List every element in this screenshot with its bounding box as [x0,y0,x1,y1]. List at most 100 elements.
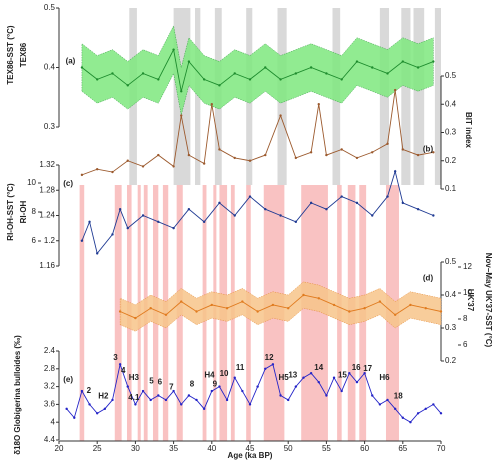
data-point [149,307,152,310]
data-point [202,162,206,165]
x-tick-label: 60 [360,444,369,453]
data-point [325,394,328,397]
data-point [256,385,259,388]
data-point [80,66,84,69]
data-point [401,201,404,205]
y-tick-label: 0.4 [445,290,457,299]
data-point [210,103,213,106]
y-tick-label: 2.4 [44,346,56,355]
data-point [294,220,298,224]
data-point [172,226,175,230]
data-point [386,72,389,75]
data-point [225,307,229,310]
event-label: 8 [190,379,195,388]
event-label: H6 [379,373,390,382]
y2-axis-label: TEX86-SST (°C) [6,25,15,85]
data-point [371,394,374,397]
data-point [218,148,221,151]
data-point [172,48,175,51]
y2-tick-label: 8 [32,207,37,216]
data-point [279,78,282,81]
data-point [256,310,259,313]
y-tick-label: 1.28 [39,185,55,194]
data-point [164,398,168,402]
data-point [187,207,191,211]
data-point [409,421,412,424]
uncertainty-band [81,25,434,116]
data-point [271,363,275,366]
data-point [180,403,183,406]
y-tick-label: 0.2 [445,356,457,365]
data-point [96,412,99,415]
data-point [111,398,114,402]
y2-tick-label: 8 [463,314,468,323]
data-point [233,156,236,160]
y-tick-label: 1.2 [44,236,56,245]
y-tick-label: 0.5 [44,3,56,12]
data-point [309,372,313,375]
data-point [355,201,359,205]
data-point [157,153,160,157]
data-point [332,376,336,379]
data-point [225,398,229,402]
data-point [279,394,282,397]
y2-axis-label: RI-OH-SST (°C) [6,183,15,241]
event-label: 2 [87,386,92,395]
data-point [157,394,160,397]
data-point [393,407,397,411]
data-point [164,313,168,316]
panel-tag: (e) [63,375,73,384]
x-tick-label: 50 [284,444,293,453]
data-point [96,78,99,81]
data-point [172,389,175,393]
y-axis-label: δ18O Globigerina bulloides (‰) [13,335,22,455]
data-point [126,226,129,230]
data-point [118,207,122,211]
data-point [264,66,267,69]
data-point [111,233,114,236]
data-point [210,389,213,393]
data-point [134,403,137,406]
event-label: 4.1 [128,393,140,402]
data-point [233,376,236,379]
y-tick-label: 2.8 [44,364,56,373]
x-tick-label: 25 [93,444,102,453]
x-tick-label: 65 [398,444,407,453]
event-label: 12 [265,353,274,362]
data-point [439,412,443,415]
series-line [81,90,434,176]
gray-interval [379,8,390,185]
data-point [432,214,435,217]
event-label: H3 [129,373,140,382]
data-point [149,398,152,402]
data-point [180,114,183,117]
data-point [401,148,404,151]
y2-tick-label: 6 [32,236,37,245]
data-point [279,214,282,217]
event-label: 18 [394,391,403,400]
data-point [432,60,435,63]
panel-tag: (c) [63,179,73,188]
data-point [302,293,305,297]
data-point [363,372,366,375]
panel-tag: (d) [423,274,434,283]
y-tick-label: 0.3 [445,128,457,137]
y-axis-label: BIT index [464,112,473,149]
event-label: 11 [236,363,245,372]
y-tick-label: 1.32 [39,160,55,169]
data-point [248,195,252,198]
event-label: 5 [149,376,154,385]
event-label: 3 [113,353,118,362]
y-axis-label: TEX86 [19,42,28,67]
data-point [111,72,114,75]
data-point [424,407,427,411]
data-point [325,153,328,157]
event-label: 6 [158,377,163,386]
data-point [393,313,397,316]
data-point [195,398,198,402]
data-point [371,214,374,217]
data-point [141,389,145,393]
data-point [248,159,252,162]
data-point [187,394,191,397]
y-tick-label: 0.4 [44,63,56,72]
